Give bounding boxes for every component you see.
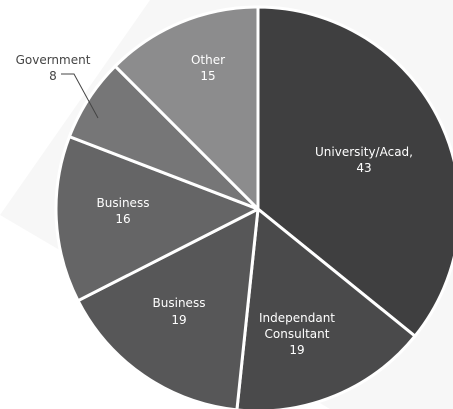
slice-value-independant-consultant: 19 [289, 343, 304, 357]
pie-slice-other-5 [113, 5, 260, 211]
pie-slice-business-3 [54, 135, 260, 303]
slice-label-independant: Independant [259, 311, 335, 325]
slice-label-other: Other [191, 53, 225, 67]
slice-label-consultant: Consultant [265, 327, 330, 341]
slice-value-university-acad: 43 [356, 161, 371, 175]
slice-label-business-19: Business [153, 296, 206, 310]
pie-labels: University/Acad, 43 Independant Consulta… [16, 53, 413, 357]
pie-slice-university-acad-0 [256, 5, 453, 338]
slice-value-other: 15 [200, 69, 215, 83]
slice-label-university-acad: University/Acad, [315, 145, 413, 159]
callout-label-government: Government [16, 53, 91, 67]
government-leader-line [61, 73, 99, 119]
slice-value-business-19: 19 [171, 313, 186, 327]
pie-slice-business-2 [76, 207, 260, 409]
slice-value-business-16: 16 [115, 212, 130, 226]
callout-value-government: 8 [49, 69, 57, 83]
pie-slice-independant-consultant-1 [235, 207, 417, 409]
pie-slices [54, 5, 453, 409]
slice-label-business-16: Business [97, 196, 150, 210]
